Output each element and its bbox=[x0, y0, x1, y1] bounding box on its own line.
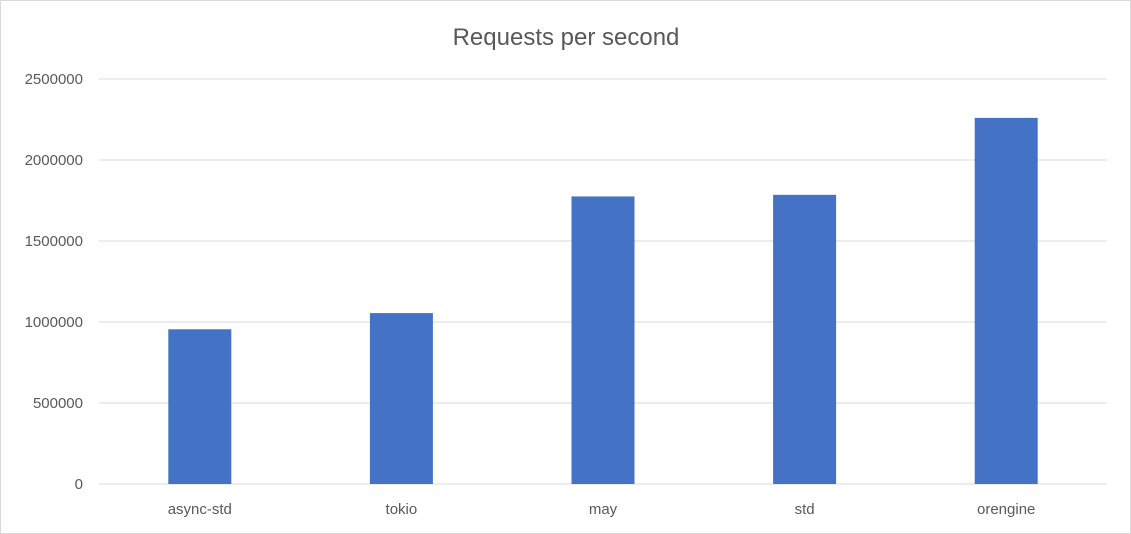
y-tick-label: 1500000 bbox=[25, 233, 83, 250]
x-tick-label: may bbox=[589, 501, 618, 518]
y-tick-label: 0 bbox=[75, 476, 83, 493]
bar-may bbox=[571, 196, 635, 484]
y-tick-label: 2500000 bbox=[25, 71, 83, 88]
bar-async-std bbox=[168, 329, 232, 484]
x-tick-label: orengine bbox=[977, 501, 1035, 518]
x-tick-label: std bbox=[795, 501, 815, 518]
chart-title: Requests per second bbox=[453, 24, 680, 51]
bars bbox=[168, 117, 1038, 484]
x-tick-label: async-std bbox=[168, 501, 232, 518]
y-tick-label: 500000 bbox=[33, 395, 83, 412]
y-tick-label: 1000000 bbox=[25, 314, 83, 331]
bar-tokio bbox=[369, 313, 433, 484]
bar-orengine bbox=[974, 117, 1038, 484]
bar-std bbox=[773, 194, 837, 484]
y-tick-label: 2000000 bbox=[25, 152, 83, 169]
x-axis-ticks: async-std tokio may std orengine bbox=[168, 501, 1036, 518]
x-tick-label: tokio bbox=[386, 501, 418, 518]
y-axis-ticks: 0 500000 1000000 1500000 2000000 2500000 bbox=[25, 71, 83, 493]
